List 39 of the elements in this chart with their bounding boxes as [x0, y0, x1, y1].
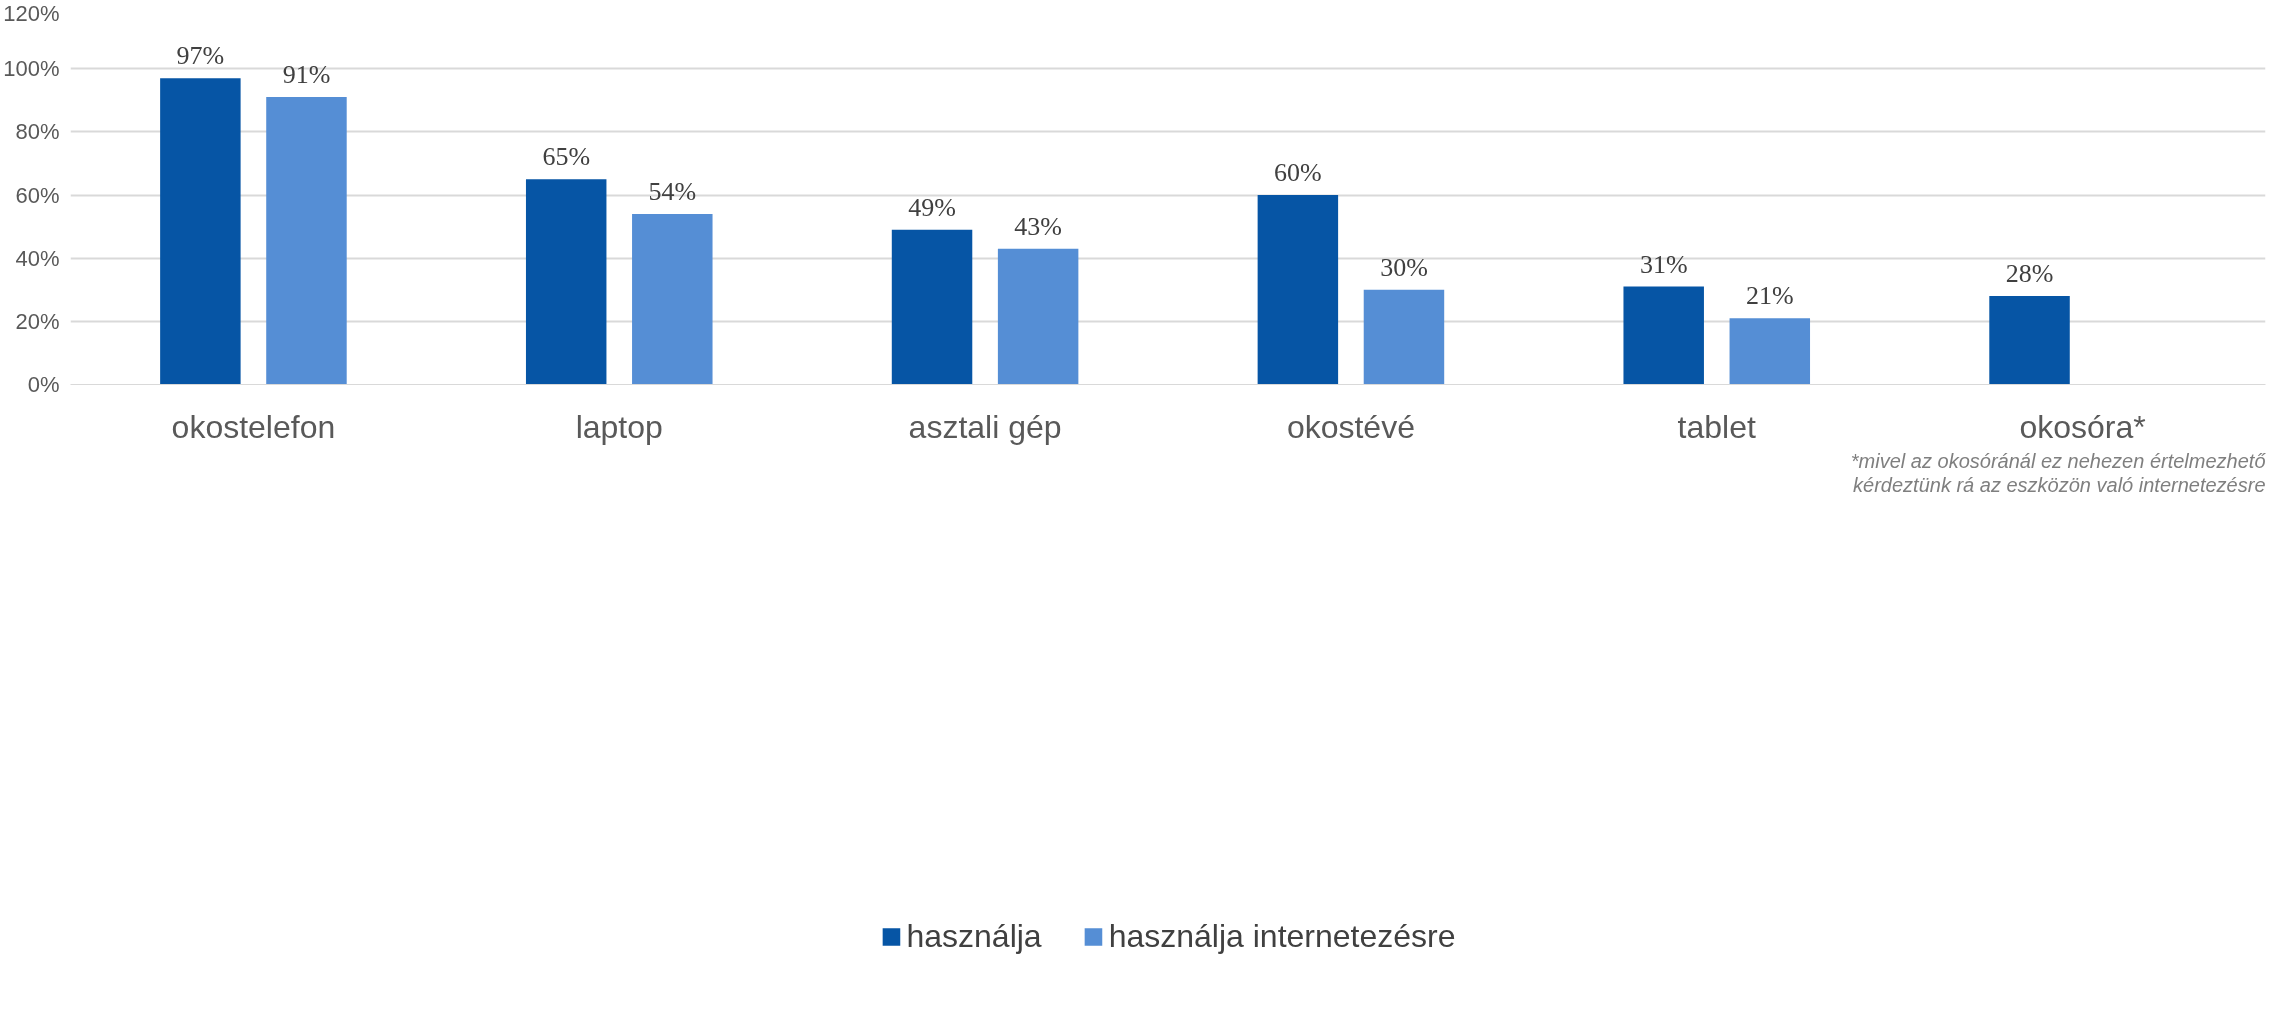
y-tick-label: 80%	[15, 119, 60, 145]
y-tick-label: 120%	[3, 0, 60, 26]
bar	[1363, 289, 1445, 385]
y-tick-label: 60%	[15, 182, 60, 208]
y-tick-label: 100%	[3, 56, 60, 82]
bar	[1989, 296, 2070, 385]
bar	[525, 179, 607, 385]
bar	[1729, 318, 1811, 385]
bar	[891, 229, 973, 385]
x-tick-label: okosóra*	[2019, 408, 2146, 445]
x-tick-label: okostelefon	[171, 408, 336, 445]
y-tick-label: 0%	[27, 372, 60, 397]
text: 21%	[1745, 281, 1794, 311]
y-tick-label: 40%	[15, 245, 60, 271]
x-tick-label: asztali gép	[908, 408, 1062, 445]
x-tick-label: tablet	[1677, 408, 1756, 445]
bar	[160, 78, 241, 385]
bar	[1623, 286, 1704, 385]
text: 60%	[1274, 158, 1322, 187]
bar	[1257, 195, 1339, 385]
bar	[632, 213, 713, 385]
text: 91%	[282, 60, 331, 90]
y-tick-label: 20%	[15, 308, 60, 334]
legend-label: használja internetezésre	[1108, 917, 1456, 955]
bar	[266, 97, 347, 385]
text: 28%	[2005, 259, 2054, 289]
text: 65%	[542, 142, 591, 172]
bar	[997, 248, 1079, 385]
text: 49%	[908, 192, 956, 222]
text: kérdeztünk rá az eszközön való internetezésre	[1853, 473, 2266, 496]
x-tick-label: okostévé	[1286, 408, 1415, 445]
text: 97%	[176, 41, 225, 71]
text: *mivel az okosóránál ez nehezen értelmezhető	[1850, 449, 2267, 472]
legend-label: használja	[906, 917, 1042, 955]
text: 31%	[1639, 249, 1688, 279]
text: 30%	[1380, 252, 1428, 282]
x-tick-label: laptop	[575, 408, 663, 445]
text: 54%	[648, 176, 697, 206]
text: 43%	[1014, 211, 1062, 241]
